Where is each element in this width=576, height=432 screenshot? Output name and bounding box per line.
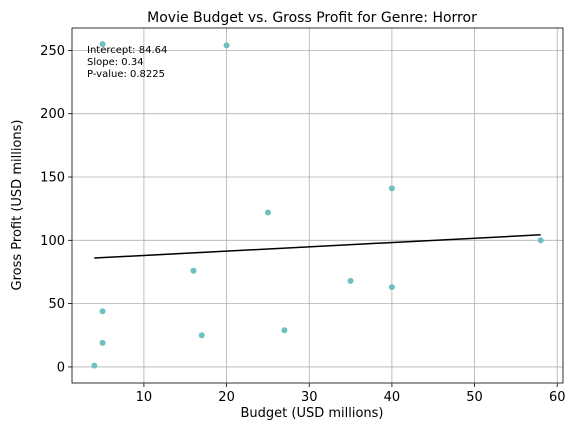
- y-tick-label: 250: [40, 44, 65, 59]
- data-point: [91, 362, 98, 369]
- data-point: [537, 237, 544, 244]
- annotations: Intercept: 84.64 Slope: 0.34 P-value: 0.…: [87, 45, 167, 80]
- data-point: [388, 185, 395, 192]
- data-point: [264, 209, 271, 216]
- annotation-slope: Slope: 0.34: [87, 57, 144, 68]
- data-point: [198, 332, 205, 339]
- data-point: [99, 339, 106, 346]
- data-point: [281, 327, 288, 334]
- data-point: [99, 308, 106, 315]
- axis-ticks: 10 20 30 40 50 60 0 50 100 150 200 250: [40, 44, 565, 405]
- data-point: [347, 277, 354, 284]
- x-tick-label: 20: [218, 390, 235, 405]
- y-tick-label: 150: [40, 171, 65, 186]
- y-tick-label: 0: [57, 360, 65, 375]
- data-point: [223, 42, 230, 49]
- y-tick-label: 200: [40, 107, 65, 122]
- annotation-intercept: Intercept: 84.64: [87, 45, 167, 56]
- regression-line: [94, 234, 541, 259]
- x-tick-label: 30: [301, 390, 318, 405]
- grid: [72, 28, 563, 383]
- regression-line-layer: [94, 234, 541, 259]
- x-tick-label: 10: [136, 390, 153, 405]
- y-tick-label: 50: [48, 297, 65, 312]
- y-axis-label: Gross Profit (USD millions): [10, 120, 25, 291]
- x-tick-label: 50: [466, 390, 483, 405]
- x-tick-label: 60: [549, 390, 566, 405]
- data-point: [190, 267, 197, 274]
- x-tick-label: 40: [384, 390, 401, 405]
- data-point: [99, 41, 106, 48]
- x-axis-label: Budget (USD millions): [240, 406, 383, 421]
- annotation-p-value: P-value: 0.8225: [87, 69, 165, 80]
- y-tick-label: 100: [40, 234, 65, 249]
- data-point: [388, 284, 395, 291]
- chart-title: Movie Budget vs. Gross Profit for Genre:…: [147, 10, 477, 26]
- data-points: [91, 41, 544, 369]
- plot-frame: [71, 27, 564, 384]
